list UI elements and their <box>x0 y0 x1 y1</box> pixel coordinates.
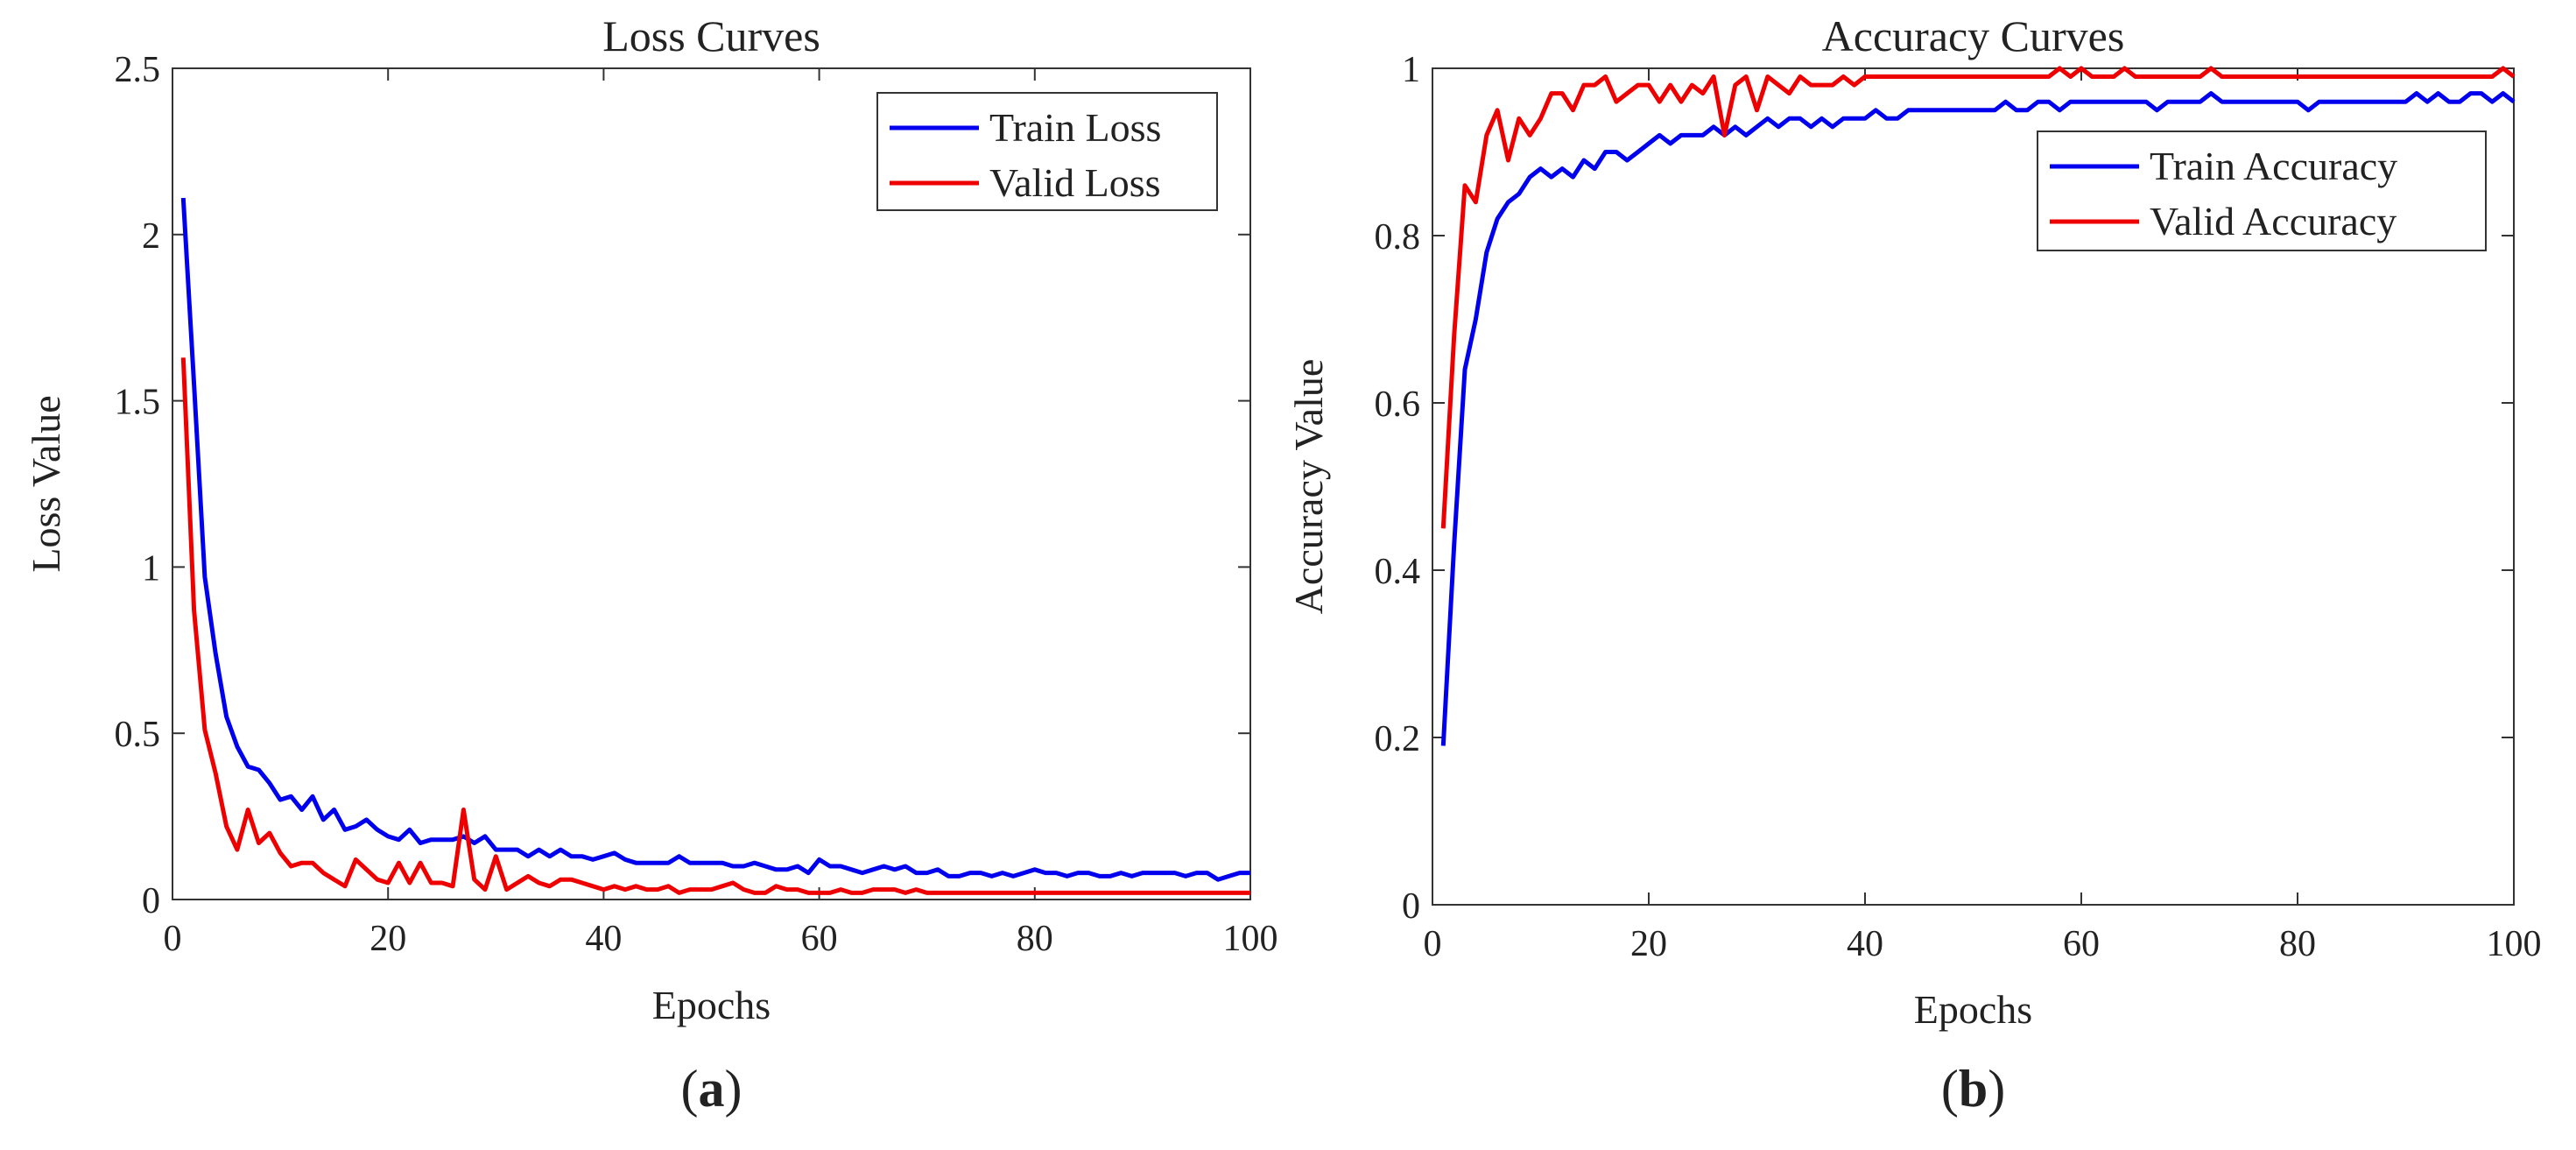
legend-label: Train Accuracy <box>2150 144 2397 188</box>
series-line-valid-loss <box>180 357 1250 895</box>
x-tick-label: 80 <box>2279 924 2316 964</box>
y-tick-label: 1 <box>142 548 160 589</box>
y-tick-label: 0.6 <box>1375 385 1421 425</box>
y-tick-label: 2.5 <box>115 50 161 90</box>
y-tick-label: 0.5 <box>115 715 161 755</box>
x-tick-label: 80 <box>1017 919 1053 959</box>
legend-label: Valid Loss <box>989 160 1161 205</box>
chart-panel-a: 0 20 40 60 80 100 0 0.5 1 1.5 2 2.5 Loss Curves Epoch… <box>24 11 1278 1118</box>
x-tick-label: 100 <box>2487 924 2542 964</box>
chart-title: Accuracy Curves <box>1822 11 2125 60</box>
y-tick-label: 0.4 <box>1375 552 1421 592</box>
chart-title: Loss Curves <box>602 11 820 60</box>
series-line-valid-accuracy <box>1440 66 2516 529</box>
x-tick-label: 0 <box>164 919 182 959</box>
y-tick-label: 0.8 <box>1375 217 1421 258</box>
series-line-train-accuracy <box>1440 91 2516 746</box>
y-tick-label: 0.2 <box>1375 719 1421 759</box>
y-tick-label: 1.5 <box>115 383 161 423</box>
x-tick-label: 60 <box>801 919 838 959</box>
plot-frame <box>1432 67 2515 906</box>
chart-panel-b: 0 20 40 60 80 100 0 0.2 0.4 0.6 0.8 1 Accuracy Curve… <box>1286 11 2542 1118</box>
y-tick-label: 0 <box>1402 886 1420 927</box>
legend: Train Loss Valid Loss <box>876 92 1218 211</box>
legend-box <box>876 92 1218 211</box>
legend-label: Train Loss <box>989 105 1161 150</box>
series-line-train-loss <box>180 197 1250 882</box>
legend-box <box>2037 131 2487 251</box>
y-tick-label: 1 <box>1402 50 1420 90</box>
x-axis-label: Epochs <box>1914 987 2032 1032</box>
y-tick-label: 2 <box>142 216 160 257</box>
plot-frame <box>172 67 1251 900</box>
legend: Train Accuracy Valid Accuracy <box>2037 131 2487 251</box>
legend-label: Valid Accuracy <box>2150 199 2397 243</box>
x-tick-label: 100 <box>1223 919 1278 959</box>
y-axis-label: Accuracy Value <box>1286 359 1331 615</box>
x-tick-label: 40 <box>585 919 622 959</box>
x-axis-label: Epochs <box>652 983 771 1027</box>
y-axis-label: Loss Value <box>24 395 68 572</box>
x-tick-label: 40 <box>1847 924 1883 964</box>
x-tick-label: 20 <box>1630 924 1667 964</box>
x-tick-label: 0 <box>1424 924 1442 964</box>
panel-label: (b) <box>1941 1060 2005 1118</box>
y-tick-label: 0 <box>142 881 160 921</box>
x-tick-label: 20 <box>370 919 406 959</box>
x-tick-label: 60 <box>2063 924 2100 964</box>
panel-label: (a) <box>681 1060 743 1118</box>
